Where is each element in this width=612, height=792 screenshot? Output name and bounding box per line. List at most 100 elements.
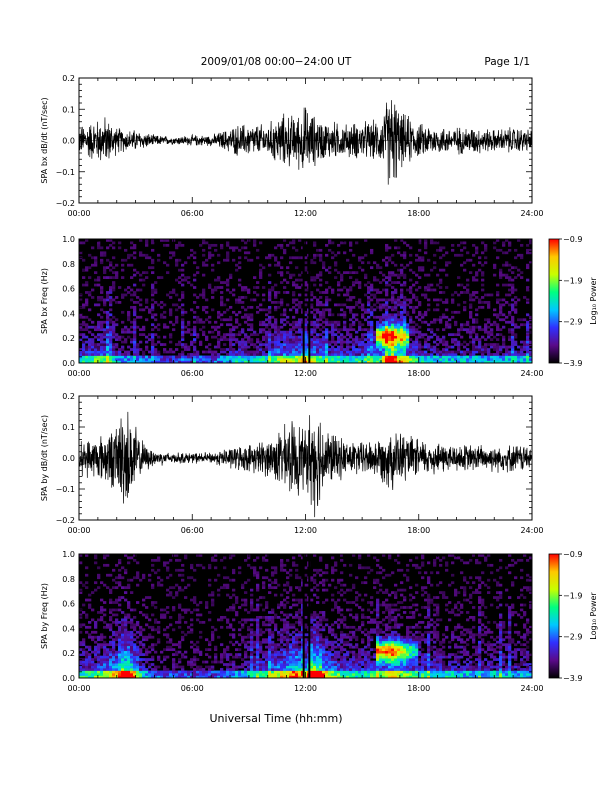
panel-1-heatmap-cell [151,350,155,354]
panel-1-heatmap-cell [397,320,401,324]
panel-1-heatmap-cell [226,323,230,327]
panel-1-heatmap-cell [451,293,455,297]
panel-1-heatmap-cell [388,328,392,332]
panel-3-heatmap-cell [244,603,248,607]
panel-1-heatmap-cell [283,348,287,351]
panel-3-heatmap-cell [223,653,227,656]
panel-1-heatmap-cell [514,350,518,354]
panel-1-heatmap-cell [133,353,137,356]
panel-3-heatmap-cell [139,628,143,632]
panel-1-heatmap-cell [391,291,395,294]
panel-3-heatmap-cell [208,563,212,567]
panel-1-heatmap-cell [511,286,515,289]
panel-1-heatmap-cell [304,350,308,354]
panel-1-heatmap-cell [436,248,440,252]
panel-1-heatmap-cell [388,358,392,361]
panel-1-heatmap-cell [340,343,344,346]
panel-1-heatmap-cell [415,340,419,344]
panel-3-heatmap-cell [220,558,224,562]
panel-1-heatmap-cell [403,303,407,307]
panel-1-heatmap-cell [181,313,185,317]
panel-1-heatmap-cell [166,239,170,242]
panel-1-heatmap-cell [505,283,509,287]
panel-3-heatmap-cell [124,668,128,671]
panel-3-heatmap-cell [292,658,296,661]
panel-1-heatmap-cell [208,355,212,359]
panel-1-heatmap-cell [169,350,173,354]
panel-1-heatmap-cell [181,310,185,314]
panel-1-heatmap-cell [142,278,146,282]
panel-1-heatmap-cell [337,345,341,349]
panel-1-heatmap-cell [262,348,266,351]
panel-1-heatmap-cell [259,343,263,346]
panel-1-heatmap-cell [355,360,359,364]
panel-1-heatmap-cell [181,296,185,299]
panel-1-heatmap-cell [391,325,395,329]
panel-1-heatmap-cell [82,305,86,309]
panel-1-heatmap-cell [325,333,329,337]
panel-1-heatmap-cell [121,340,125,344]
panel-3-heatmap-cell [178,660,182,664]
panel-1-heatmap-cell [385,291,389,294]
panel-3-heatmap-cell [184,673,188,676]
panel-3-heatmap-cell [253,655,257,659]
panel-3-heatmap-cell [103,620,107,624]
panel-1-heatmap-cell [436,273,440,277]
panel-3-heatmap-cell [118,603,122,607]
panel-3-heatmap-cell [178,618,182,622]
panel-1-heatmap-cell [511,318,515,322]
panel-3-heatmap-cell [271,665,275,669]
panel-1-heatmap-cell [115,271,119,275]
panel-3-heatmap-cell [280,593,284,597]
panel-1-heatmap-cell [103,328,107,332]
panel-1-heatmap-cell [310,330,314,334]
panel-3-heatmap-cell [295,655,299,659]
panel-1-heatmap-cell [286,303,290,307]
panel-3-heatmap-cell [79,643,83,647]
panel-1-heatmap-cell [475,248,479,252]
panel-1-heatmap-cell [391,253,395,257]
panel-1-heatmap-cell [109,298,113,302]
panel-1-heatmap-cell [400,320,404,324]
panel-1-heatmap-cell [505,353,509,356]
panel-3-heatmap-cell [262,653,266,656]
panel-1-heatmap-cell [403,305,407,309]
panel-3-heatmap-cell [193,673,197,676]
panel-1-heatmap-cell [424,343,428,346]
panel-1-heatmap-cell [469,353,473,356]
panel-1-heatmap-cell [100,348,104,351]
panel-1-heatmap-cell [181,353,185,356]
panel-3-heatmap-cell [283,668,287,671]
panel-3-heatmap-cell [166,673,170,676]
panel-3-heatmap-cell [151,655,155,659]
panel-3-heatmap-cell [214,628,218,632]
panel-3-heatmap-cell [112,673,116,676]
panel-1-heatmap-cell [499,318,503,322]
panel-1-heatmap-cell [139,298,143,302]
panel-3-heatmap-cell [235,648,239,652]
panel-1-heatmap-cell [418,348,422,351]
panel-3-heatmap-cell [94,640,98,644]
panel-3-heatmap-cell [103,554,107,557]
panel-3-heatmap-cell [271,640,275,644]
panel-1-heatmap-cell [349,355,353,359]
panel-1-heatmap-cell [358,350,362,354]
panel-3-heatmap-cell [223,670,227,674]
panel-1-heatmap-cell [196,350,200,354]
panel-1-heatmap-cell [349,358,353,361]
panel-1-heatmap-cell [529,323,533,327]
panel-1-heatmap-cell [370,323,374,327]
panel-3-heatmap-cell [250,628,254,632]
panel-1-heatmap-cell [292,273,296,277]
panel-1-heatmap-cell [121,276,125,279]
panel-3-heatmap-cell [127,556,131,560]
panel-1-heatmap-cell [334,353,338,356]
panel-3-heatmap-cell [232,571,236,575]
panel-1-heatmap-cell [334,328,338,332]
panel-3-heatmap-cell [121,653,125,656]
panel-3-heatmap-cell [190,658,194,661]
panel-1-heatmap-cell [322,303,326,307]
panel-3-heatmap-cell [295,675,299,679]
panel-1-heatmap-cell [403,273,407,277]
panel-1-heatmap-cell [496,239,500,242]
